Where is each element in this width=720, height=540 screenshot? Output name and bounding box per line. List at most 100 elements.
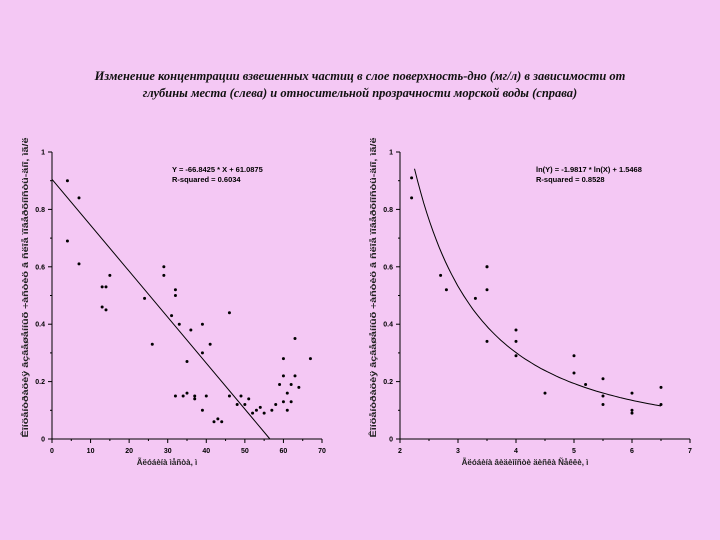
- y-axis-label: Êîíöåíòðàöèÿ âçâåøåííûõ ÷àñòèö â ñëîå ïî…: [21, 137, 30, 438]
- data-point: [297, 386, 300, 389]
- data-point: [602, 403, 605, 406]
- data-point: [474, 297, 477, 300]
- y-tick-label: 0.6: [383, 264, 393, 271]
- x-tick-label: 3: [456, 448, 460, 455]
- data-point: [216, 417, 219, 420]
- data-point: [251, 412, 254, 415]
- data-point: [66, 179, 69, 182]
- data-point: [151, 343, 154, 346]
- data-point: [201, 409, 204, 412]
- x-tick-label: 50: [241, 448, 249, 455]
- data-point: [573, 371, 576, 374]
- data-point: [263, 412, 266, 415]
- data-point: [445, 288, 448, 291]
- data-point: [255, 409, 258, 412]
- data-point: [193, 397, 196, 400]
- data-point: [286, 392, 289, 395]
- data-point: [143, 297, 146, 300]
- x-tick-label: 0: [50, 448, 54, 455]
- data-point: [282, 400, 285, 403]
- data-point: [515, 328, 518, 331]
- data-point: [439, 274, 442, 277]
- data-point: [101, 285, 104, 288]
- y-tick-label: 0.8: [383, 207, 393, 214]
- data-point: [105, 308, 108, 311]
- data-point: [240, 394, 243, 397]
- data-point: [294, 337, 297, 340]
- data-point: [228, 311, 231, 314]
- data-point: [162, 265, 165, 268]
- regression-line: [52, 179, 270, 439]
- data-point: [186, 360, 189, 363]
- r-squared: R-squared = 0.8528: [536, 175, 605, 184]
- data-point: [66, 239, 69, 242]
- data-point: [228, 394, 231, 397]
- y-axis-label: Êîíöåíòðàöèÿ âçâåøåííûõ ÷àñòèö â ñëîå ïî…: [369, 137, 378, 438]
- chart-right: 0 0.2 0.4 0.6 0.8 1 2 3 4 5 6 7 Ãëóáèíà âèäèìîñòè äè…: [369, 137, 692, 467]
- data-point: [220, 420, 223, 423]
- x-tick-label: 40: [202, 448, 210, 455]
- data-point: [660, 403, 663, 406]
- data-point: [174, 288, 177, 291]
- data-point: [201, 323, 204, 326]
- x-tick-label: 30: [164, 448, 172, 455]
- data-point: [182, 394, 185, 397]
- data-point: [78, 262, 81, 265]
- data-point: [631, 412, 634, 415]
- data-point: [259, 406, 262, 409]
- data-point: [236, 403, 239, 406]
- y-tick-label: 0: [389, 437, 393, 444]
- data-point: [515, 340, 518, 343]
- data-point: [243, 403, 246, 406]
- data-point: [602, 377, 605, 380]
- x-tick-label: 20: [125, 448, 133, 455]
- data-point: [486, 288, 489, 291]
- data-point: [286, 409, 289, 412]
- x-tick-label: 5: [572, 448, 576, 455]
- data-point: [290, 383, 293, 386]
- y-tick-label: 0.6: [35, 264, 45, 271]
- data-point: [290, 400, 293, 403]
- data-point: [282, 357, 285, 360]
- y-tick-label: 0: [41, 437, 45, 444]
- data-point: [660, 386, 663, 389]
- data-point: [584, 383, 587, 386]
- data-point: [486, 340, 489, 343]
- data-point: [189, 328, 192, 331]
- y-tick-label: 0.4: [35, 322, 45, 329]
- x-tick-label: 4: [514, 448, 518, 455]
- data-point: [278, 383, 281, 386]
- data-point: [205, 394, 208, 397]
- data-point: [186, 392, 189, 395]
- data-point: [294, 374, 297, 377]
- data-point: [201, 351, 204, 354]
- y-tick-label: 1: [41, 150, 45, 157]
- data-point: [282, 374, 285, 377]
- x-tick-label: 10: [87, 448, 95, 455]
- data-point: [544, 392, 547, 395]
- r-squared: R-squared = 0.6034: [172, 175, 241, 184]
- data-point: [410, 196, 413, 199]
- data-point: [209, 343, 212, 346]
- x-tick-label: 6: [630, 448, 634, 455]
- x-tick-label: 60: [280, 448, 288, 455]
- data-point: [78, 196, 81, 199]
- y-tick-label: 0.4: [383, 322, 393, 329]
- data-point: [213, 420, 216, 423]
- data-point: [174, 394, 177, 397]
- data-point: [174, 294, 177, 297]
- data-point: [193, 394, 196, 397]
- data-point: [573, 354, 576, 357]
- x-tick-label: 7: [688, 448, 692, 455]
- x-tick-label: 70: [318, 448, 326, 455]
- x-axis-label: Ãëóáèíà âèäèìîñòè äèñêà Ñåêêè, ì: [462, 458, 589, 467]
- data-point: [270, 409, 273, 412]
- data-point: [105, 285, 108, 288]
- data-point: [274, 403, 277, 406]
- fit-equation: Y = -66.8425 * X + 61.0875: [172, 165, 263, 174]
- data-point: [602, 394, 605, 397]
- data-point: [486, 265, 489, 268]
- data-point: [631, 409, 634, 412]
